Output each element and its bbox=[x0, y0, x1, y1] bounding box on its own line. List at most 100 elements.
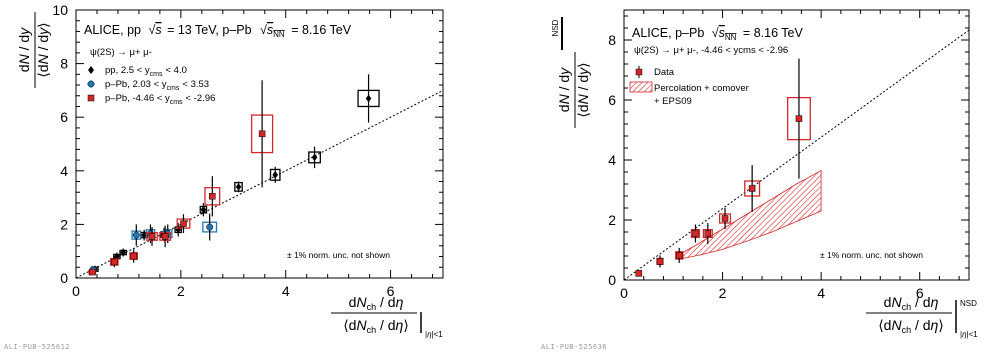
legend-header: ψ(2S) → μ+ μ- bbox=[90, 47, 152, 58]
data-point bbox=[146, 227, 158, 246]
y-tick-label: 6 bbox=[608, 92, 616, 108]
data-point bbox=[250, 80, 274, 188]
y-tick-label: 0 bbox=[608, 272, 616, 288]
y-tick-label: 2 bbox=[60, 216, 68, 232]
square-marker bbox=[656, 258, 664, 265]
square-marker bbox=[148, 233, 156, 240]
square-marker bbox=[721, 215, 729, 222]
circle-marker bbox=[132, 231, 140, 239]
data-point bbox=[357, 74, 380, 123]
data-point bbox=[176, 214, 191, 233]
plot-frame bbox=[75, 9, 444, 279]
data-point bbox=[131, 224, 142, 246]
data-point bbox=[234, 181, 243, 193]
data-point bbox=[129, 249, 138, 263]
diamond-marker bbox=[235, 183, 242, 191]
data-point bbox=[109, 256, 119, 268]
svg-text:NSD: NSD bbox=[960, 299, 977, 308]
x-tick-label: 0 bbox=[620, 285, 628, 301]
square-marker bbox=[704, 230, 712, 237]
svg-text:dN / dy: dN / dy bbox=[556, 67, 572, 112]
data-point bbox=[269, 166, 281, 183]
y-axis-label: dN / dy ⟨dN / dy⟩ bbox=[16, 12, 51, 88]
linear-guide-line bbox=[75, 89, 444, 279]
svg-text:pp, 2.5 < ycms< 4.0: pp, 2.5 < ycms < 4.0 bbox=[105, 65, 187, 78]
normalization-note: ± 1% norm. unc. not shown bbox=[820, 250, 923, 260]
square-marker bbox=[209, 193, 216, 200]
square-marker bbox=[692, 230, 699, 237]
square-marker bbox=[180, 220, 187, 227]
square-marker bbox=[161, 233, 169, 240]
square-marker bbox=[748, 185, 756, 192]
svg-text:+ EPS09: + EPS09 bbox=[654, 96, 692, 107]
circle-marker-icon bbox=[87, 80, 95, 88]
guide-line bbox=[623, 29, 970, 281]
legend-header: ψ(2S) → μ+ μ-, -4.46 < ycms < -2.96 bbox=[634, 45, 788, 56]
svg-text:⟨dNch / dη⟩: ⟨dNch / dη⟩ bbox=[343, 317, 409, 335]
guide-line bbox=[75, 89, 444, 279]
x-tick-label: 6 bbox=[916, 285, 924, 301]
data-point bbox=[308, 146, 321, 169]
x-tick-label: 6 bbox=[387, 283, 395, 299]
figure-footer-id: ALI-PUB-525636 bbox=[541, 343, 607, 351]
svg-text:Percolation + comover: Percolation + comover bbox=[654, 83, 749, 94]
legend: ψ(2S) → μ+ μ-, -4.46 < ycms < -2.96 Data… bbox=[629, 45, 788, 107]
square-marker bbox=[635, 270, 643, 277]
square-marker bbox=[795, 115, 803, 122]
left-chart-panel: 0 2 4 6 0 2 4 6 8 10 ALICE, pp √s = 13 TeV, p–Pb … bbox=[4, 2, 444, 351]
plot-frame bbox=[623, 9, 970, 281]
svg-text:⟨dN / dy⟩: ⟨dN / dy⟩ bbox=[575, 62, 591, 117]
svg-text:|η|<1: |η|<1 bbox=[960, 330, 978, 339]
data-marks bbox=[635, 58, 811, 277]
square-marker bbox=[130, 252, 137, 260]
y-tick-label: 4 bbox=[608, 152, 616, 168]
square-marker-icon bbox=[87, 94, 95, 102]
square-marker bbox=[675, 252, 683, 259]
data-point bbox=[635, 270, 643, 277]
svg-text:Data: Data bbox=[654, 67, 675, 78]
svg-text:NSD: NSD bbox=[551, 19, 560, 36]
data-point bbox=[690, 224, 701, 243]
svg-text:p–Pb, -4.46 < ycms< -2.96: p–Pb, -4.46 < ycms < -2.96 bbox=[105, 93, 215, 106]
y-tick-label: 8 bbox=[608, 32, 616, 48]
right-chart-panel: 0 2 4 6 0 2 4 6 8 ALICE, p–Pb √sNN = 8.16 TeV ψ(… bbox=[541, 9, 978, 351]
svg-text:dNch / dη: dNch / dη bbox=[884, 294, 939, 312]
chart-title: ALICE, p–Pb √sNN = 8.16 TeV bbox=[632, 26, 803, 43]
x-axis-label: dNch / dη ⟨dNch / dη⟩ NSD |η|<1 bbox=[866, 294, 978, 339]
y-tick-label: 2 bbox=[608, 212, 616, 228]
data-marks bbox=[88, 74, 380, 276]
square-marker bbox=[111, 258, 118, 266]
data-point bbox=[199, 202, 208, 217]
diamond-marker bbox=[200, 205, 207, 214]
data-point bbox=[204, 176, 221, 217]
legend-item-data: Data bbox=[635, 66, 675, 78]
data-point bbox=[702, 223, 713, 244]
figure-footer-id: ALI-PUB-525612 bbox=[4, 343, 70, 351]
svg-text:p–Pb, 2.03 < ycms< 3.53: p–Pb, 2.03 < ycms < 3.53 bbox=[105, 79, 209, 92]
y-tick-label: 8 bbox=[60, 56, 68, 72]
x-tick-label: 2 bbox=[177, 283, 185, 299]
y-tick-label: 10 bbox=[52, 2, 68, 18]
y-tick-label: 6 bbox=[60, 109, 68, 125]
legend-item-pp: pp, 2.5 < ycms < 4.0 bbox=[88, 65, 187, 78]
chart-title: ALICE, pp √s = 13 TeV, p–Pb √sNN = 8.16 … bbox=[84, 23, 352, 40]
svg-text:|η|<1: |η|<1 bbox=[425, 330, 443, 339]
normalization-note: ± 1% norm. unc. not shown bbox=[287, 250, 390, 260]
data-point bbox=[675, 247, 684, 263]
axes-ticks: 0 2 4 6 0 2 4 6 8 bbox=[608, 10, 969, 301]
y-tick-label: 4 bbox=[60, 163, 68, 179]
legend-item-ppb-forward: p–Pb, 2.03 < ycms < 3.53 bbox=[87, 79, 209, 92]
legend: ψ(2S) → μ+ μ- pp, 2.5 < ycms < 4.0 p–Pb, … bbox=[87, 47, 215, 106]
axes-ticks: 0 2 4 6 0 2 4 6 8 10 bbox=[52, 2, 443, 299]
data-point bbox=[159, 225, 172, 248]
diamond-marker bbox=[141, 231, 147, 239]
data-point bbox=[656, 255, 664, 268]
data-point bbox=[88, 268, 97, 276]
svg-text:dN / dy: dN / dy bbox=[16, 27, 32, 72]
model-band bbox=[682, 169, 822, 259]
data-point bbox=[202, 213, 218, 241]
svg-text:⟨dNch / dη⟩: ⟨dNch / dη⟩ bbox=[878, 317, 944, 335]
svg-text:⟨dN / dy⟩: ⟨dN / dy⟩ bbox=[35, 22, 51, 77]
x-tick-label: 0 bbox=[72, 283, 80, 299]
